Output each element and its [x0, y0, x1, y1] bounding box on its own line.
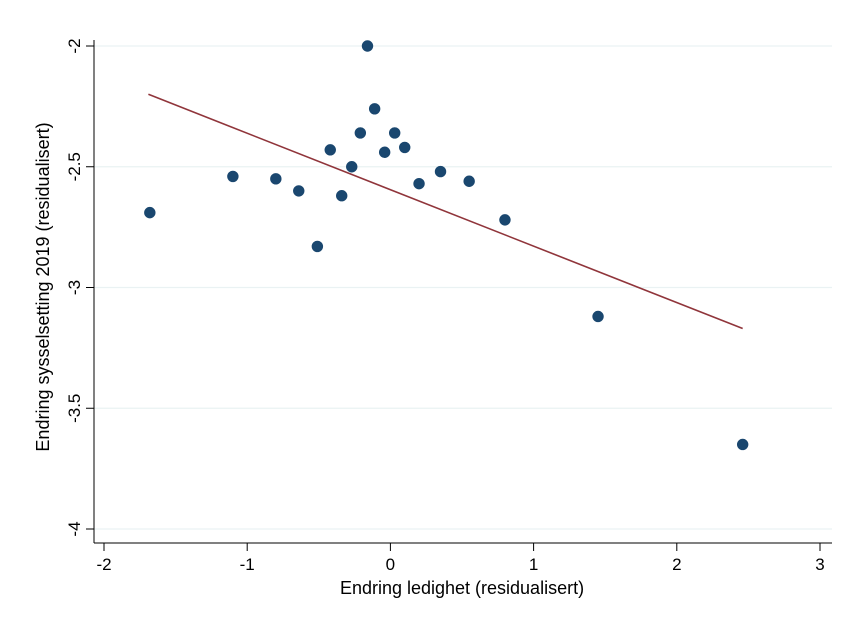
y-axis-label: Endring sysselsetting 2019 (residualiser… [33, 122, 53, 451]
fit-line-group [148, 93, 743, 330]
y-tick-label: -4 [65, 521, 84, 536]
y-axis-ticks: -2 -2.5 -3 -3.5 -4 [65, 38, 94, 537]
y-tick-label: -2.5 [65, 152, 84, 181]
scatter-point [293, 185, 305, 197]
y-tick-label: -3.5 [65, 394, 84, 423]
scatter-point [388, 127, 401, 139]
scatter-point [736, 438, 749, 451]
x-axis-ticks: -2 -1 0 1 2 3 [96, 543, 825, 574]
y-tick-label: -2 [65, 38, 84, 53]
x-tick-label: 3 [815, 555, 824, 574]
scatter-point [434, 165, 447, 178]
scatter-point [499, 214, 511, 226]
scatter-point [311, 240, 324, 253]
scatter-points [144, 40, 749, 451]
scatter-point [361, 40, 374, 52]
x-tick-label: -2 [96, 555, 111, 574]
scatter-point [270, 173, 282, 185]
x-axis-label: Endring ledighet (residualisert) [340, 578, 584, 598]
scatter-point [227, 170, 239, 183]
axes [93, 40, 832, 544]
x-tick-label: 2 [672, 555, 681, 574]
scatter-point [368, 103, 381, 115]
x-tick-label: 0 [386, 555, 395, 574]
scatter-point [144, 206, 156, 219]
scatter-point [592, 310, 604, 323]
x-tick-label: -1 [240, 555, 255, 574]
y-tick-label: -3 [65, 280, 84, 295]
scatter-point [346, 161, 358, 173]
scatter-point [378, 146, 391, 158]
scatter-point [413, 177, 425, 190]
x-tick-label: 1 [529, 555, 538, 574]
gridlines [94, 45, 832, 530]
fit-line [148, 93, 743, 330]
scatter-point [324, 144, 336, 156]
scatter-point [336, 190, 348, 202]
scatter-point [354, 127, 367, 139]
scatter-point [399, 141, 411, 154]
scatter-point [463, 175, 475, 187]
